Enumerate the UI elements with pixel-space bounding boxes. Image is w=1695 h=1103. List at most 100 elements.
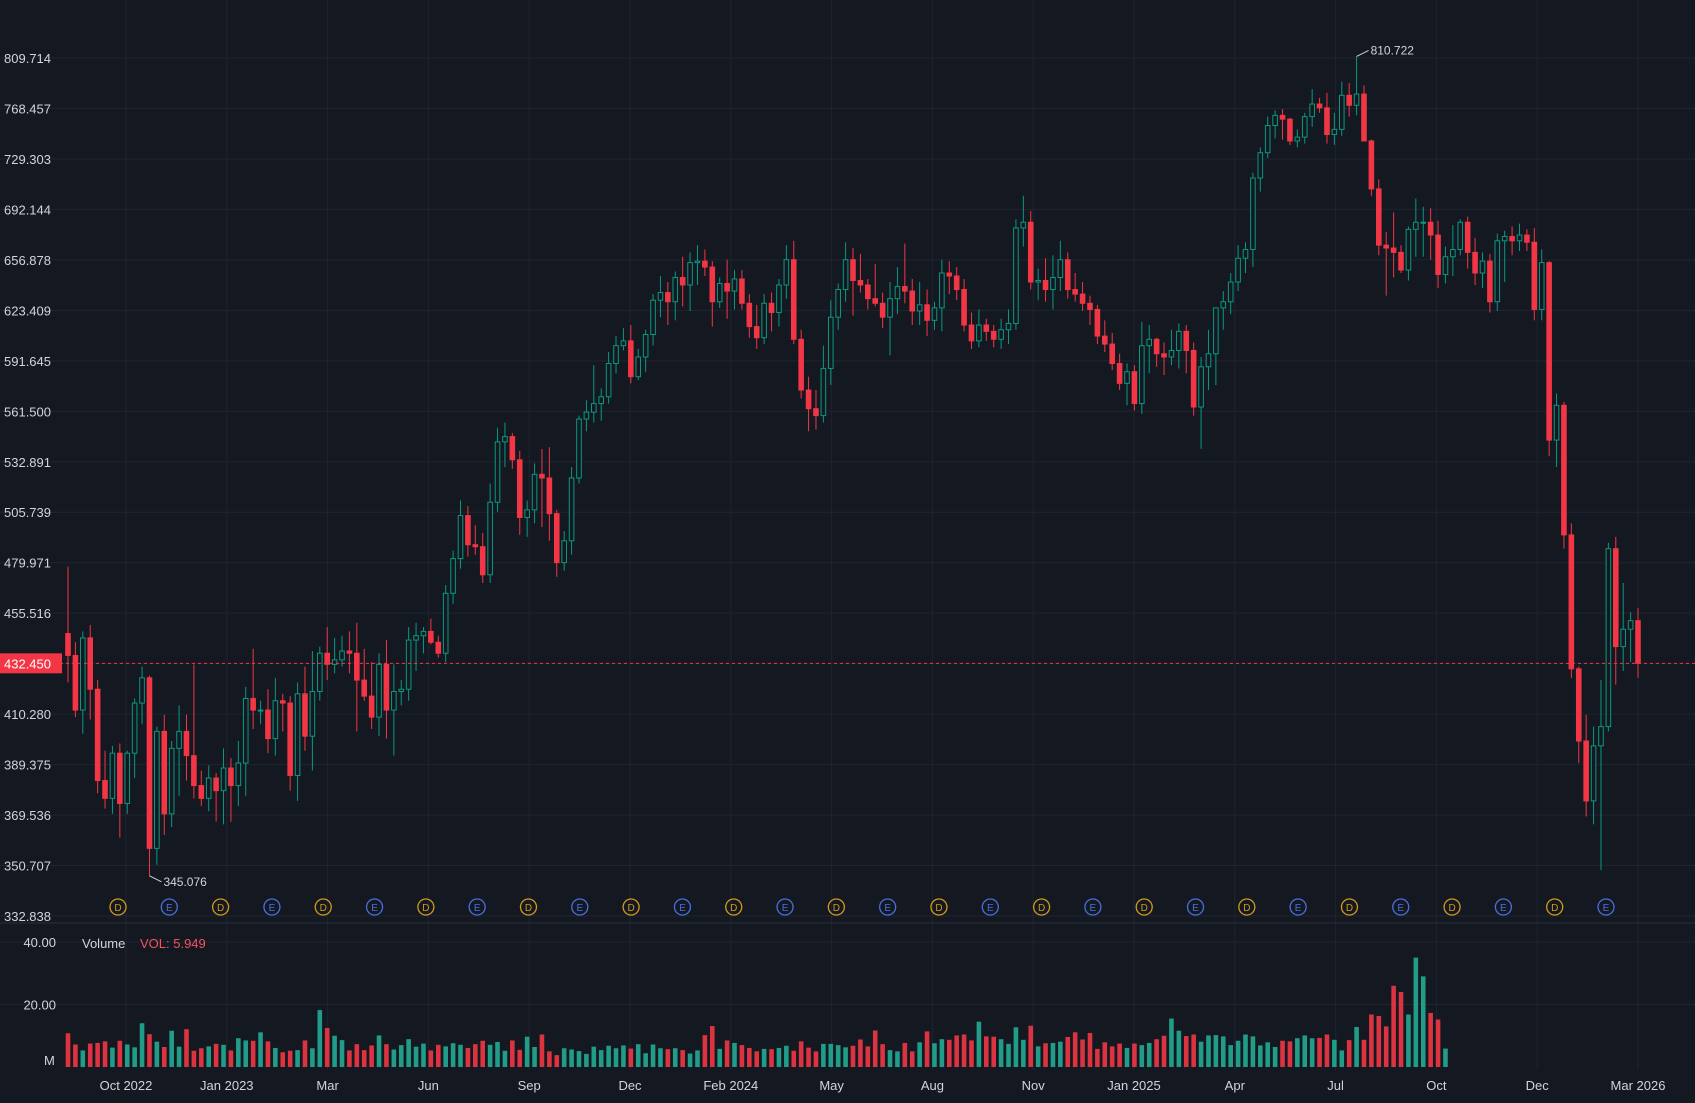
earnings-event-marker[interactable]: E bbox=[1289, 898, 1307, 916]
volume-bar[interactable] bbox=[621, 1045, 626, 1067]
volume-bar[interactable] bbox=[184, 1029, 189, 1067]
earnings-event-marker[interactable]: E bbox=[1392, 898, 1410, 916]
candle[interactable] bbox=[1553, 393, 1560, 468]
volume-bar[interactable] bbox=[843, 1047, 848, 1067]
volume-bar[interactable] bbox=[961, 1034, 967, 1068]
volume-bar[interactable] bbox=[1198, 1041, 1204, 1067]
candle[interactable] bbox=[1568, 523, 1575, 678]
candle[interactable] bbox=[168, 741, 175, 827]
volume-bar[interactable] bbox=[850, 1045, 856, 1067]
volume-bar[interactable] bbox=[406, 1039, 411, 1067]
dividend-event-marker[interactable]: D bbox=[1546, 898, 1564, 916]
candle[interactable] bbox=[805, 376, 812, 432]
dividend-event-marker[interactable]: D bbox=[1238, 898, 1256, 916]
candle[interactable] bbox=[1050, 255, 1056, 310]
candle[interactable] bbox=[72, 642, 79, 718]
volume-bar[interactable] bbox=[465, 1047, 471, 1067]
candle[interactable] bbox=[1057, 240, 1064, 292]
candle[interactable] bbox=[1205, 329, 1212, 391]
volume-bar[interactable] bbox=[724, 1040, 730, 1067]
candle[interactable] bbox=[65, 566, 71, 683]
candle[interactable] bbox=[976, 309, 982, 348]
candle[interactable] bbox=[1005, 309, 1012, 345]
volume-bar[interactable] bbox=[1021, 1039, 1026, 1067]
candle[interactable] bbox=[109, 745, 116, 814]
volume-bar[interactable] bbox=[1132, 1043, 1137, 1067]
candle[interactable] bbox=[1316, 97, 1323, 113]
candle[interactable] bbox=[1013, 219, 1019, 330]
volume-bar[interactable] bbox=[1391, 985, 1396, 1067]
candle[interactable] bbox=[1435, 220, 1441, 289]
volume-bar[interactable] bbox=[73, 1044, 78, 1068]
volume-bar[interactable] bbox=[1095, 1048, 1100, 1067]
candle[interactable] bbox=[250, 648, 256, 730]
candle[interactable] bbox=[879, 292, 886, 329]
volume-bar[interactable] bbox=[450, 1043, 456, 1067]
volume-bar[interactable] bbox=[613, 1048, 619, 1067]
volume-bar[interactable] bbox=[628, 1048, 634, 1067]
candle[interactable] bbox=[1242, 242, 1249, 274]
candle[interactable] bbox=[161, 714, 168, 835]
candle[interactable] bbox=[1531, 227, 1538, 321]
candle[interactable] bbox=[1064, 252, 1071, 299]
volume-bar[interactable] bbox=[199, 1048, 204, 1067]
candle[interactable] bbox=[235, 741, 242, 807]
volume-bar[interactable] bbox=[991, 1036, 997, 1067]
candle[interactable] bbox=[635, 348, 642, 381]
candle[interactable] bbox=[702, 249, 708, 276]
volume-bar[interactable] bbox=[576, 1051, 582, 1067]
volume-bar[interactable] bbox=[1109, 1046, 1115, 1067]
volume-bar[interactable] bbox=[732, 1042, 737, 1067]
candle[interactable] bbox=[228, 758, 234, 822]
volume-bar[interactable] bbox=[561, 1048, 567, 1067]
volume-bar[interactable] bbox=[1435, 1019, 1441, 1068]
volume-bar[interactable] bbox=[302, 1040, 308, 1067]
candle[interactable] bbox=[316, 646, 323, 701]
candle[interactable] bbox=[1124, 363, 1130, 406]
candle[interactable] bbox=[1612, 536, 1619, 685]
volume-bar[interactable] bbox=[1228, 1045, 1233, 1067]
volume-bar[interactable] bbox=[1346, 1040, 1352, 1067]
volume-bar[interactable] bbox=[1043, 1043, 1048, 1067]
candle[interactable] bbox=[1598, 680, 1604, 871]
volume-bar[interactable] bbox=[776, 1047, 782, 1067]
earnings-event-marker[interactable]: E bbox=[571, 898, 589, 916]
volume-bar[interactable] bbox=[1398, 992, 1404, 1067]
candle[interactable] bbox=[598, 388, 605, 421]
volume-bar[interactable] bbox=[87, 1043, 93, 1067]
volume-bar[interactable] bbox=[1191, 1034, 1196, 1068]
volume-bar[interactable] bbox=[895, 1051, 900, 1067]
volume-bar[interactable] bbox=[761, 1048, 767, 1067]
candle[interactable] bbox=[435, 635, 442, 658]
volume-bar[interactable] bbox=[295, 1050, 300, 1067]
candle[interactable] bbox=[346, 631, 353, 674]
candle[interactable] bbox=[953, 267, 960, 301]
volume-bar[interactable] bbox=[865, 1046, 871, 1067]
candle[interactable] bbox=[1279, 109, 1286, 140]
candle[interactable] bbox=[746, 294, 753, 338]
candle[interactable] bbox=[139, 666, 145, 725]
volume-bar[interactable] bbox=[258, 1032, 263, 1067]
volume-bar[interactable] bbox=[110, 1047, 115, 1067]
volume-bar[interactable] bbox=[1265, 1042, 1271, 1067]
candle[interactable] bbox=[198, 770, 205, 807]
candle[interactable] bbox=[146, 675, 153, 876]
candle[interactable] bbox=[324, 627, 330, 681]
earnings-event-marker[interactable]: E bbox=[879, 898, 897, 916]
candle[interactable] bbox=[531, 463, 538, 524]
volume-bar[interactable] bbox=[1050, 1042, 1056, 1067]
candle[interactable] bbox=[961, 278, 967, 332]
volume-bar[interactable] bbox=[435, 1044, 441, 1067]
volume-bar[interactable] bbox=[1420, 976, 1426, 1067]
volume-bar[interactable] bbox=[1332, 1039, 1337, 1067]
volume-bar[interactable] bbox=[1324, 1034, 1330, 1068]
candle[interactable] bbox=[731, 270, 738, 310]
volume-bar[interactable] bbox=[1161, 1035, 1167, 1067]
candle[interactable] bbox=[1472, 237, 1478, 286]
candle[interactable] bbox=[827, 300, 834, 386]
volume-bar[interactable] bbox=[1072, 1032, 1078, 1067]
candle[interactable] bbox=[1087, 295, 1093, 326]
earnings-event-marker[interactable]: E bbox=[1494, 898, 1513, 916]
volume-bar[interactable] bbox=[236, 1038, 241, 1067]
